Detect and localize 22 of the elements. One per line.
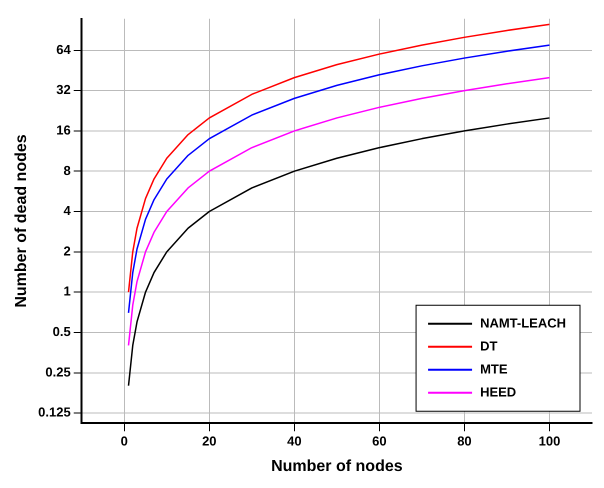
x-axis-title: Number of nodes	[271, 458, 403, 475]
y-tick-label: 32	[56, 82, 71, 98]
legend-label: MTE	[480, 361, 508, 376]
x-tick-label: 100	[538, 434, 560, 449]
x-tick-label: 20	[202, 434, 217, 449]
y-tick-label: 0.125	[38, 404, 71, 420]
legend-label: HEED	[480, 384, 516, 400]
x-tick-label: 80	[457, 434, 472, 449]
legend-label: DT	[480, 338, 498, 354]
y-tick-label: 0.25	[45, 364, 71, 380]
legend-label: NAMT-LEACH	[480, 315, 566, 330]
y-tick-label: 4	[63, 203, 72, 218]
x-tick-label: 40	[287, 434, 302, 449]
x-tick-label: 60	[372, 434, 387, 449]
y-tick-label: 1	[63, 284, 71, 299]
y-tick-label: 8	[63, 162, 71, 178]
y-tick-label: 0.5	[52, 324, 71, 340]
y-tick-label: 16	[56, 122, 71, 138]
y-tick-label: 2	[63, 243, 71, 258]
y-tick-label: 64	[56, 42, 72, 57]
y-axis-title: Number of dead nodes	[13, 134, 30, 308]
x-tick-label: 0	[120, 434, 128, 449]
